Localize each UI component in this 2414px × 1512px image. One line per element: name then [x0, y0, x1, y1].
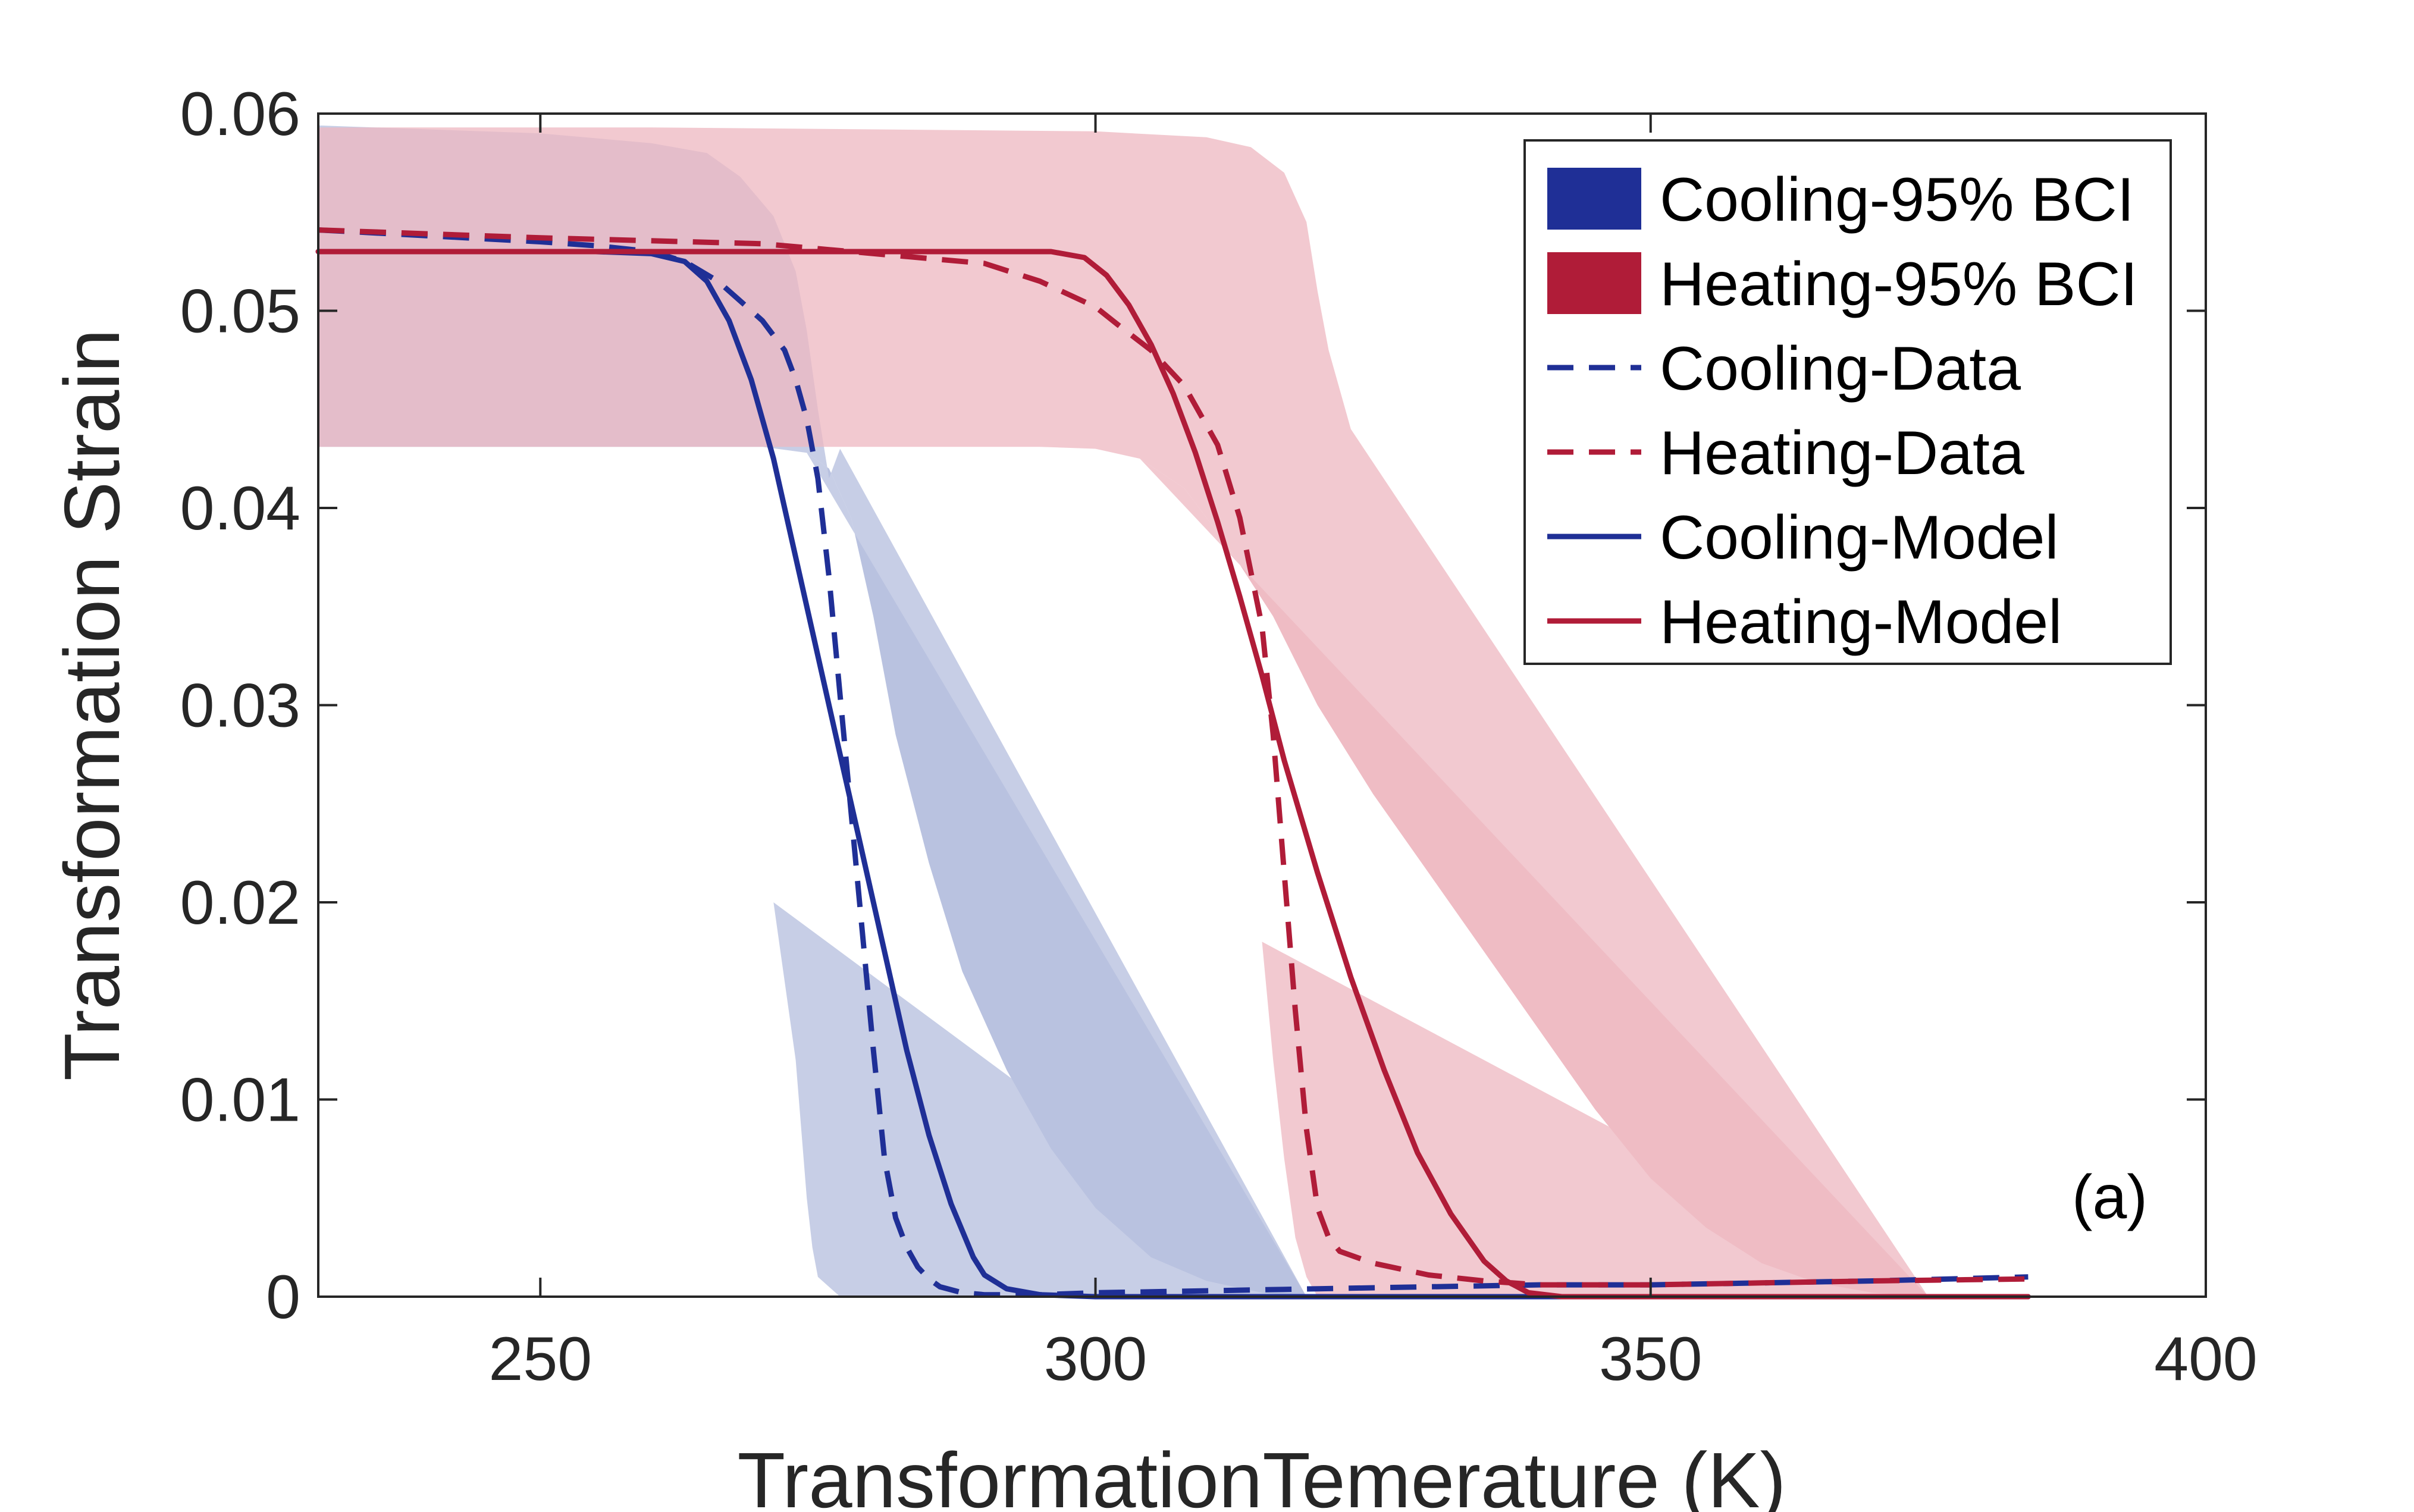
legend-label: Cooling-Model	[1660, 503, 2059, 572]
axis-tick-labels: 250 300 350 400 0 0.01 0.02 0.03 0.04 0.05 0.06	[180, 80, 2258, 1394]
legend-label: Heating-Model	[1660, 588, 2062, 657]
legend-label: Heating-95% BCI	[1660, 250, 2138, 319]
y-axis-title: Transformation Strain	[48, 329, 136, 1081]
axis-ticks	[318, 112, 2207, 1298]
legend: Cooling-95% BCI Heating-95% BCI Cooling-Da…	[1523, 139, 2172, 665]
band-cooling-tail	[773, 453, 1307, 1297]
legend-label: Cooling-Data	[1660, 334, 2021, 403]
y-tick-label: 0.03	[180, 672, 300, 741]
y-tick-label: 0.01	[180, 1066, 300, 1135]
series-heating-data	[318, 227, 2029, 1288]
legend-swatch	[1547, 168, 1641, 230]
legend-label: Cooling-95% BCI	[1660, 165, 2134, 234]
x-tick-label: 300	[1044, 1325, 1148, 1394]
legend-swatch	[1547, 252, 1641, 314]
y-tick-label: 0.06	[180, 80, 300, 149]
band-heating-tail	[1140, 459, 1929, 1297]
series-cooling-model	[315, 249, 2031, 1300]
y-tick-label: 0	[266, 1263, 300, 1332]
confidence-bands	[318, 125, 1929, 1297]
legend-label: Heating-Data	[1660, 419, 2024, 488]
x-tick-label: 400	[2154, 1325, 2258, 1394]
x-tick-label: 350	[1599, 1325, 1703, 1394]
y-tick-label: 0.04	[180, 474, 300, 543]
data-series	[315, 227, 2031, 1300]
series-heating-model	[315, 249, 2031, 1300]
x-axis-title: TransformationTemerature (K)	[738, 1436, 1786, 1512]
panel-annotation: (a)	[2072, 1163, 2147, 1232]
x-tick-label: 250	[489, 1325, 592, 1394]
series-cooling-data	[318, 227, 2029, 1298]
y-tick-label: 0.02	[180, 868, 300, 937]
y-tick-label: 0.05	[180, 277, 300, 346]
